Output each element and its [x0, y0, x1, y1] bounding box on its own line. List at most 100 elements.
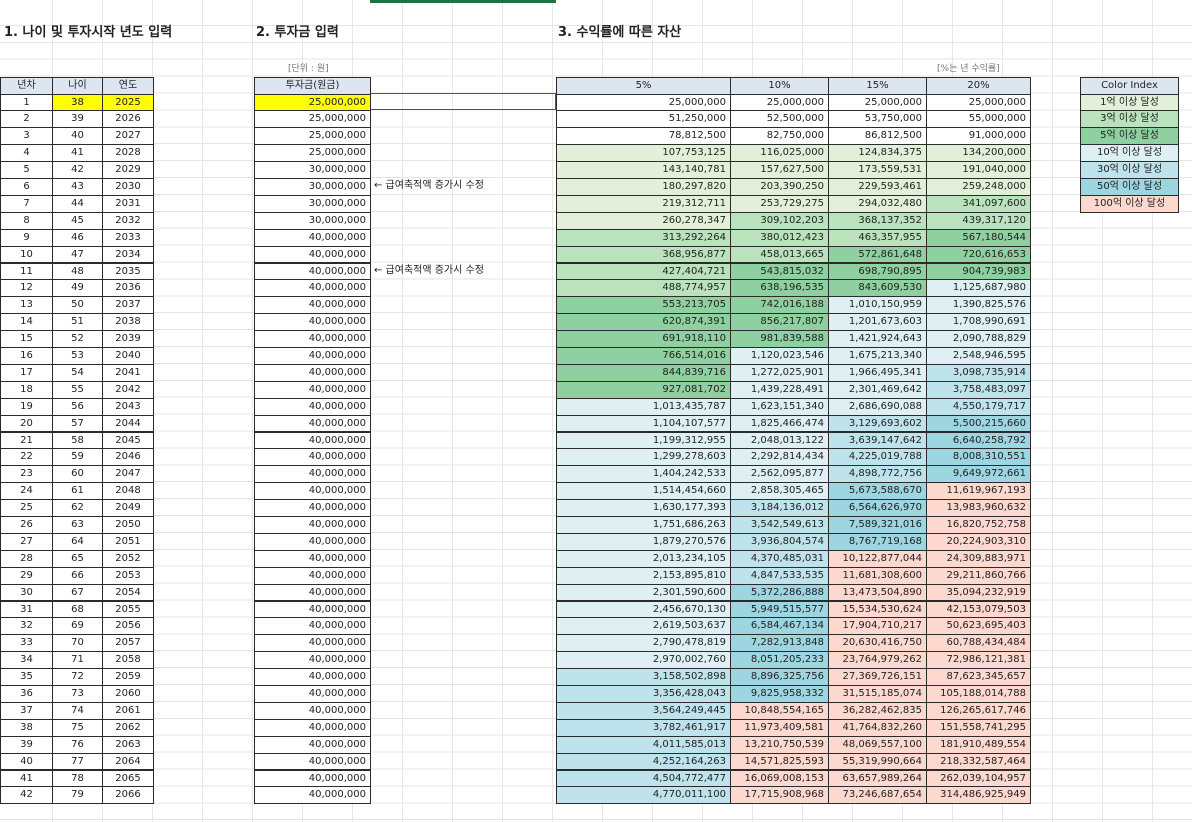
- investment-cell[interactable]: 40,000,000: [254, 718, 371, 737]
- investment-cell[interactable]: 40,000,000: [254, 786, 371, 805]
- investment-cell[interactable]: 40,000,000: [254, 532, 371, 551]
- table-cell[interactable]: 53: [52, 347, 103, 365]
- investment-cell[interactable]: 30,000,000: [254, 211, 371, 230]
- investment-cell[interactable]: 40,000,000: [254, 499, 371, 517]
- table-cell[interactable]: 2056: [102, 617, 154, 636]
- table-cell[interactable]: 2051: [102, 532, 154, 551]
- table-cell[interactable]: 2064: [102, 752, 154, 771]
- table-cell[interactable]: 2032: [102, 211, 154, 230]
- table-cell[interactable]: 39: [52, 110, 103, 129]
- investment-cell[interactable]: 40,000,000: [254, 600, 371, 619]
- table-cell[interactable]: 74: [52, 701, 103, 720]
- table-cell[interactable]: 41: [52, 144, 103, 163]
- table-cell[interactable]: 2030: [102, 178, 154, 196]
- table-cell[interactable]: 71: [52, 651, 103, 670]
- table-cell[interactable]: 2037: [102, 296, 154, 315]
- table-cell[interactable]: 2053: [102, 566, 154, 585]
- table-cell[interactable]: 66: [52, 566, 103, 585]
- table-cell[interactable]: 2049: [102, 499, 154, 517]
- table-cell[interactable]: 2054: [102, 583, 154, 602]
- investment-cell[interactable]: 40,000,000: [254, 448, 371, 467]
- table-cell[interactable]: 2060: [102, 685, 154, 703]
- table-cell[interactable]: 2028: [102, 144, 154, 163]
- table-cell[interactable]: 44: [52, 194, 103, 213]
- table-cell[interactable]: 54: [52, 363, 103, 382]
- table-cell[interactable]: 2062: [102, 718, 154, 737]
- table-cell[interactable]: 42: [52, 161, 103, 179]
- table-cell[interactable]: 2031: [102, 194, 154, 213]
- investment-cell[interactable]: 40,000,000: [254, 668, 371, 686]
- investment-cell[interactable]: 40,000,000: [254, 549, 371, 568]
- table-cell[interactable]: 55: [52, 380, 103, 399]
- investment-cell[interactable]: 25,000,000: [254, 144, 371, 163]
- table-cell[interactable]: 2038: [102, 313, 154, 332]
- table-cell[interactable]: 57: [52, 414, 103, 433]
- table-cell[interactable]: 38: [52, 93, 103, 112]
- table-cell[interactable]: 2044: [102, 414, 154, 433]
- investment-cell[interactable]: 40,000,000: [254, 414, 371, 433]
- table-cell[interactable]: 56: [52, 397, 103, 416]
- investment-cell[interactable]: 40,000,000: [254, 431, 371, 450]
- investment-cell[interactable]: 25,000,000: [254, 127, 371, 146]
- investment-cell[interactable]: 40,000,000: [254, 617, 371, 636]
- table-cell[interactable]: 2050: [102, 516, 154, 534]
- investment-cell[interactable]: 40,000,000: [254, 634, 371, 653]
- table-cell[interactable]: 59: [52, 448, 103, 467]
- table-cell[interactable]: 60: [52, 465, 103, 484]
- table-cell[interactable]: 78: [52, 769, 103, 788]
- investment-cell[interactable]: 30,000,000: [254, 194, 371, 213]
- investment-cell[interactable]: 40,000,000: [254, 296, 371, 315]
- table-cell[interactable]: 2065: [102, 769, 154, 788]
- table-cell[interactable]: 2046: [102, 448, 154, 467]
- table-cell[interactable]: 62: [52, 499, 103, 517]
- table-cell[interactable]: 76: [52, 735, 103, 754]
- investment-cell[interactable]: 25,000,000: [254, 93, 371, 112]
- table-cell[interactable]: 49: [52, 279, 103, 298]
- table-cell[interactable]: 58: [52, 431, 103, 450]
- investment-cell[interactable]: 40,000,000: [254, 685, 371, 703]
- table-cell[interactable]: 2045: [102, 431, 154, 450]
- table-cell[interactable]: 45: [52, 211, 103, 230]
- investment-cell[interactable]: 40,000,000: [254, 313, 371, 332]
- investment-cell[interactable]: 40,000,000: [254, 482, 371, 501]
- investment-cell[interactable]: 40,000,000: [254, 752, 371, 771]
- table-cell[interactable]: 2040: [102, 347, 154, 365]
- investment-cell[interactable]: 40,000,000: [254, 279, 371, 298]
- table-cell[interactable]: 2026: [102, 110, 154, 129]
- table-cell[interactable]: 2029: [102, 161, 154, 179]
- investment-cell[interactable]: 40,000,000: [254, 363, 371, 382]
- table-cell[interactable]: 51: [52, 313, 103, 332]
- table-cell[interactable]: 69: [52, 617, 103, 636]
- table-cell[interactable]: 2033: [102, 228, 154, 247]
- investment-cell[interactable]: 25,000,000: [254, 110, 371, 129]
- table-cell[interactable]: 2059: [102, 668, 154, 686]
- table-cell[interactable]: 46: [52, 228, 103, 247]
- table-cell[interactable]: 2063: [102, 735, 154, 754]
- table-cell[interactable]: 2035: [102, 262, 154, 281]
- investment-cell[interactable]: 40,000,000: [254, 516, 371, 534]
- table-cell[interactable]: 2041: [102, 363, 154, 382]
- table-cell[interactable]: 2036: [102, 279, 154, 298]
- investment-cell[interactable]: 40,000,000: [254, 769, 371, 788]
- investment-cell[interactable]: 40,000,000: [254, 380, 371, 399]
- table-cell[interactable]: 40: [52, 127, 103, 146]
- table-cell[interactable]: 64: [52, 532, 103, 551]
- table-cell[interactable]: 50: [52, 296, 103, 315]
- investment-cell[interactable]: 40,000,000: [254, 330, 371, 348]
- table-cell[interactable]: 52: [52, 330, 103, 348]
- table-cell[interactable]: 79: [52, 786, 103, 805]
- table-cell[interactable]: 2057: [102, 634, 154, 653]
- table-cell[interactable]: 65: [52, 549, 103, 568]
- table-cell[interactable]: 48: [52, 262, 103, 281]
- investment-cell[interactable]: 40,000,000: [254, 735, 371, 754]
- table-cell[interactable]: 2058: [102, 651, 154, 670]
- table-cell[interactable]: 43: [52, 178, 103, 196]
- table-cell[interactable]: 73: [52, 685, 103, 703]
- table-cell[interactable]: 75: [52, 718, 103, 737]
- investment-cell[interactable]: 40,000,000: [254, 245, 371, 264]
- table-cell[interactable]: 47: [52, 245, 103, 264]
- table-cell[interactable]: 61: [52, 482, 103, 501]
- table-cell[interactable]: 2052: [102, 549, 154, 568]
- investment-cell[interactable]: 40,000,000: [254, 651, 371, 670]
- investment-cell[interactable]: 40,000,000: [254, 583, 371, 602]
